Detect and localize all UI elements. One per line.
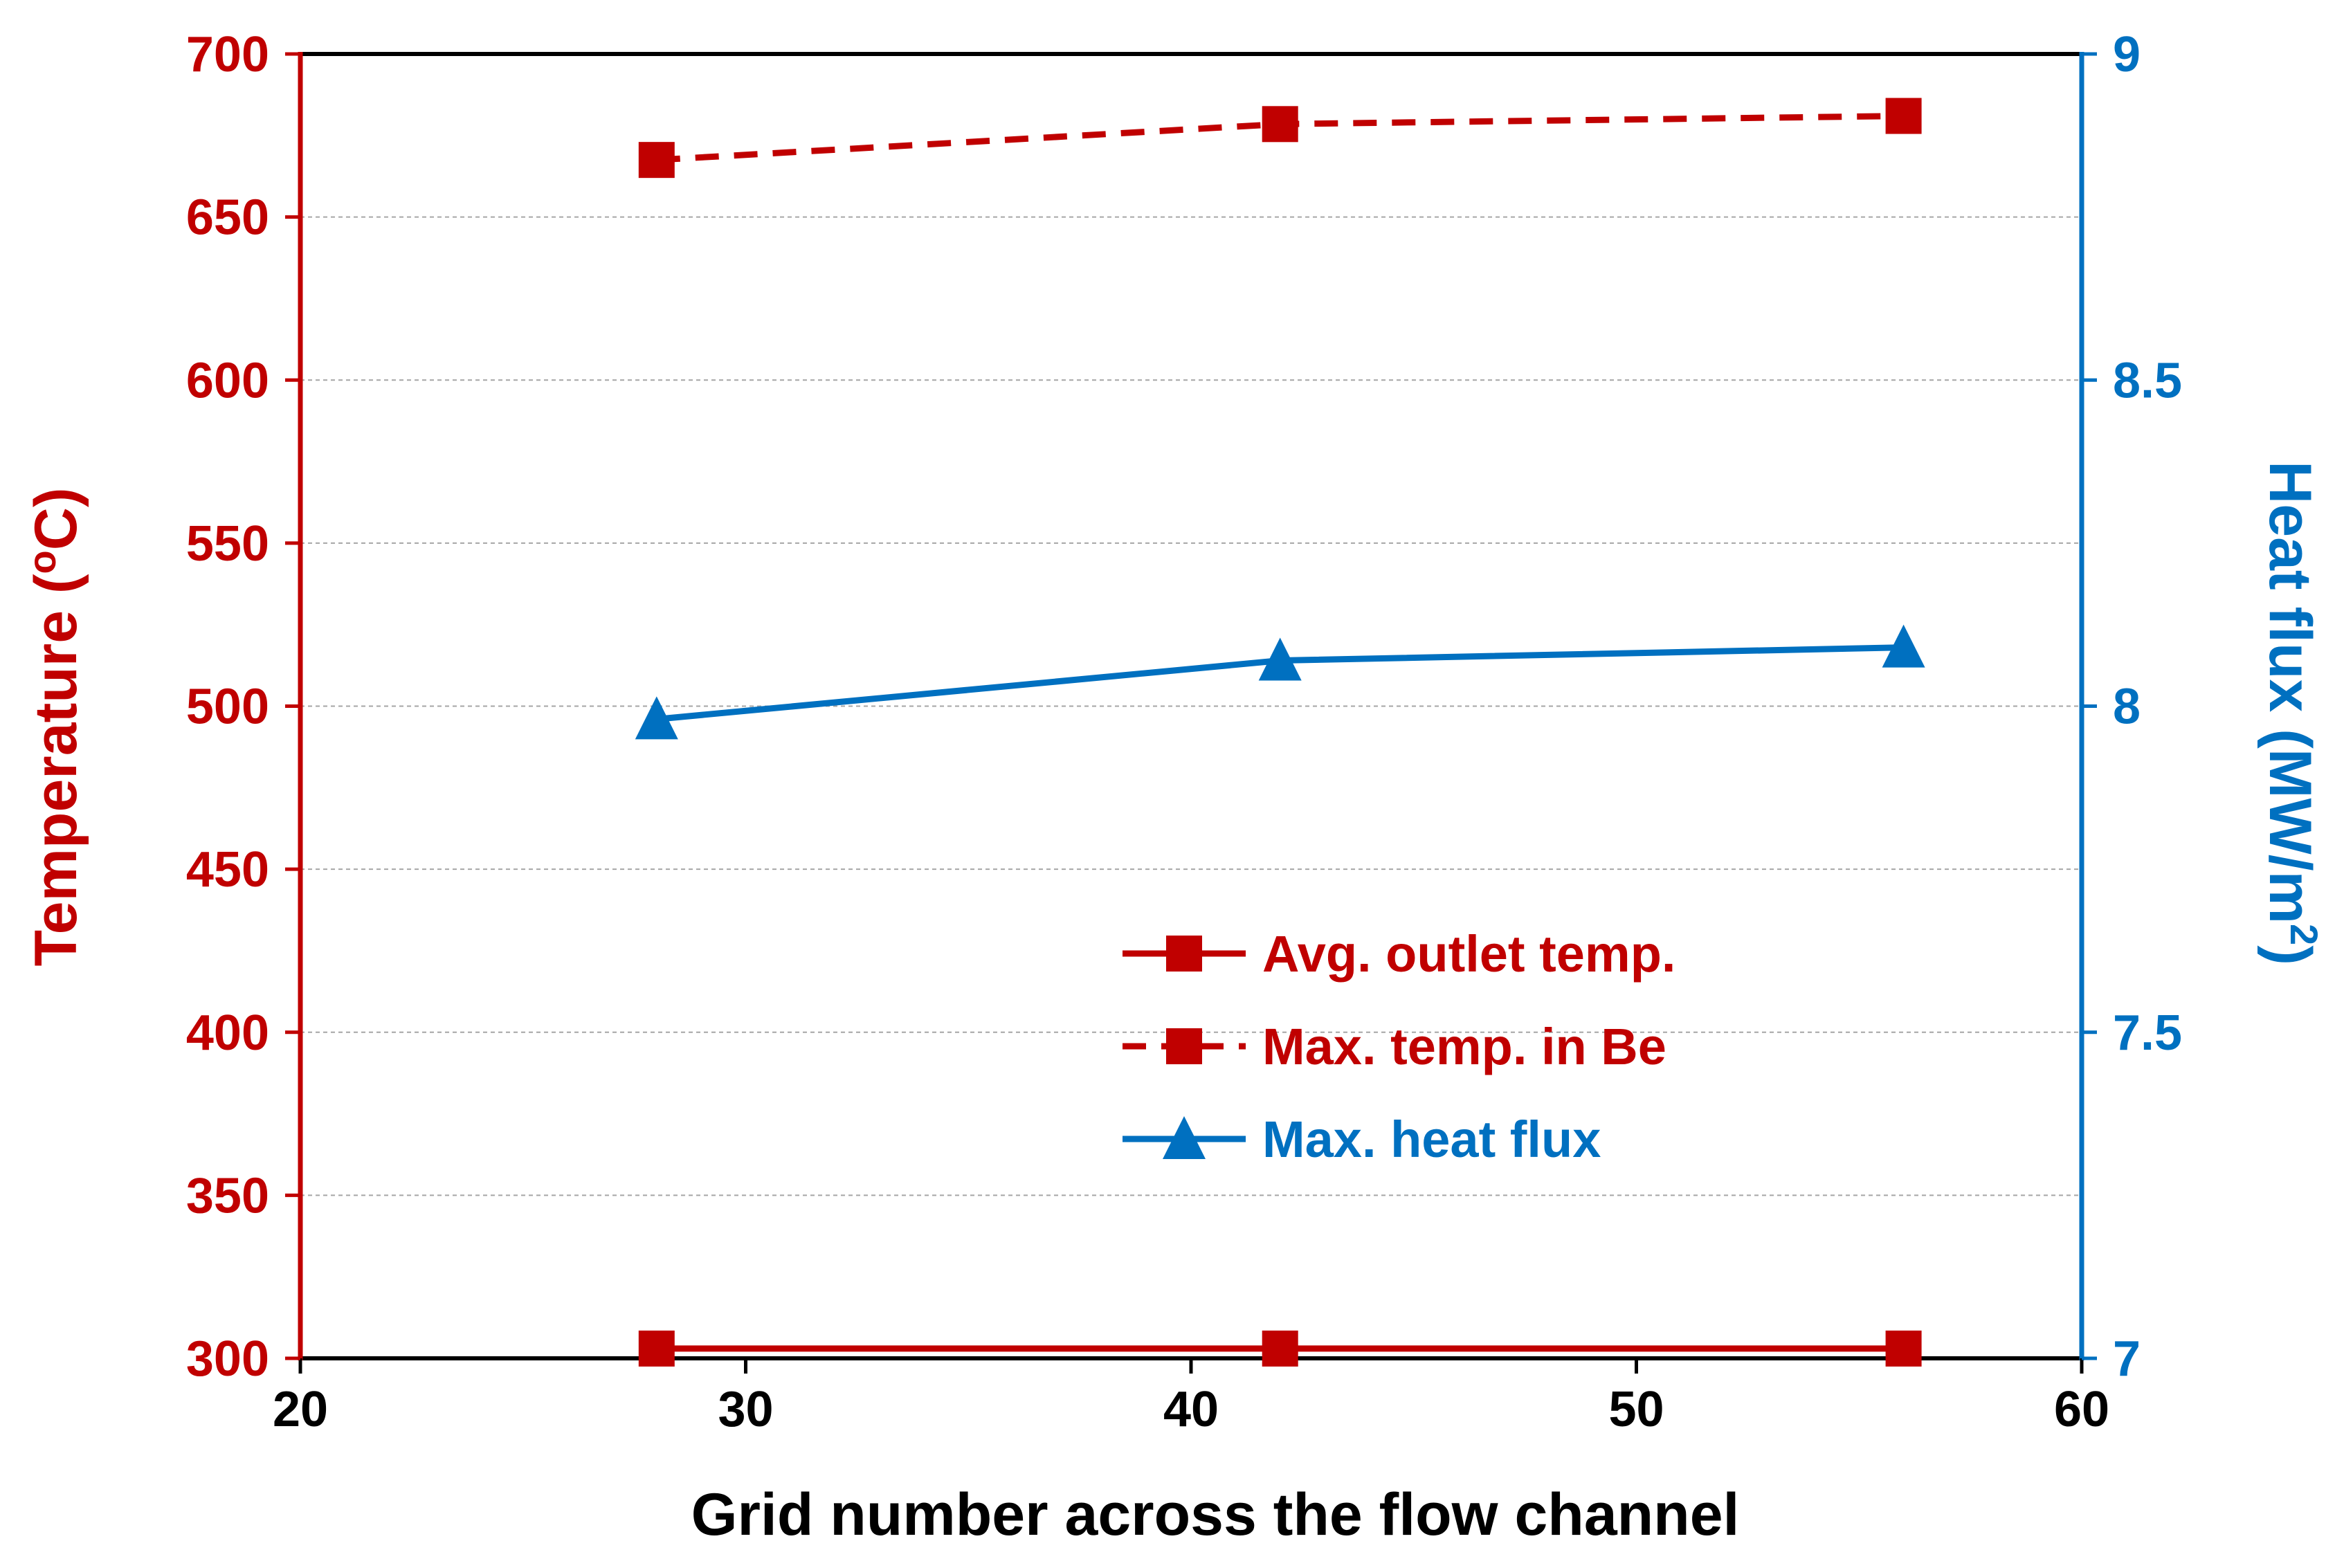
x-axis-title: Grid number across the flow channel [691, 1482, 1740, 1548]
data-point-square [1885, 1330, 1922, 1367]
gridlines [300, 53, 2082, 1196]
right-y-tick-label: 9 [2113, 27, 2141, 82]
legend-label: Max. temp. in Be [1262, 1018, 1666, 1075]
left-y-axis-title-text: Temperature ( [23, 574, 89, 966]
series-0 [638, 1330, 1922, 1367]
data-series [635, 98, 1925, 1367]
left-y-tick-label: 300 [186, 1331, 269, 1387]
x-tick-label: 50 [1608, 1382, 1664, 1437]
legend-marker-square [1166, 1028, 1202, 1064]
left-y-axis-title-sup: o [20, 550, 64, 574]
right-y-axis-title-sup: 2 [2282, 924, 2326, 945]
axes: 20 30 40 50 60 300 350 400 450 500 550 600 650 700 7 7.… [186, 27, 2182, 1437]
legend: Avg. outlet temp. Max. temp. in Be Max. he… [1123, 925, 1676, 1168]
data-point-square [1885, 98, 1922, 134]
x-tick-label: 40 [1163, 1382, 1219, 1437]
right-y-tick-label: 8 [2113, 680, 2141, 735]
right-y-axis-title: Heat flux (MW/m2) [2257, 461, 2326, 965]
legend-label: Avg. outlet temp. [1262, 925, 1676, 983]
left-y-tick-label: 700 [186, 27, 269, 82]
right-y-axis-title-tail: ) [2257, 945, 2323, 965]
left-y-tick-label: 450 [186, 842, 269, 897]
data-point-square [638, 142, 675, 179]
legend-marker-triangle [1163, 1116, 1206, 1159]
left-y-axis-title-tail: C) [23, 487, 89, 550]
data-point-triangle [635, 696, 678, 740]
data-point-triangle [1258, 637, 1302, 681]
x-tick-label: 60 [2054, 1382, 2109, 1437]
right-y-tick-label: 8.5 [2113, 353, 2182, 408]
series-1 [638, 98, 1922, 179]
left-y-tick-label: 350 [186, 1168, 269, 1223]
left-y-tick-label: 600 [186, 353, 269, 408]
axis-titles: Grid number across the flow channel Tempe… [20, 461, 2326, 1548]
right-y-tick-label: 7 [2113, 1331, 2141, 1387]
data-point-square [1262, 106, 1298, 143]
right-y-axis-title-text: Heat flux (MW/m [2257, 461, 2323, 924]
left-y-tick-label: 550 [186, 516, 269, 572]
x-tick-label: 30 [718, 1382, 773, 1437]
left-y-axis-title: Temperature (oC) [20, 487, 89, 966]
left-y-tick-label: 650 [186, 190, 269, 246]
left-y-tick-label: 400 [186, 1005, 269, 1061]
data-point-square [638, 1330, 675, 1367]
data-point-triangle [1882, 624, 1925, 668]
legend-label: Max. heat flux [1262, 1111, 1601, 1168]
series-2 [635, 624, 1925, 740]
right-y-tick-label: 7.5 [2113, 1005, 2182, 1061]
legend-marker-square [1166, 936, 1202, 972]
left-y-tick-label: 500 [186, 680, 269, 735]
data-point-square [1262, 1330, 1298, 1367]
x-tick-label: 20 [273, 1382, 328, 1437]
